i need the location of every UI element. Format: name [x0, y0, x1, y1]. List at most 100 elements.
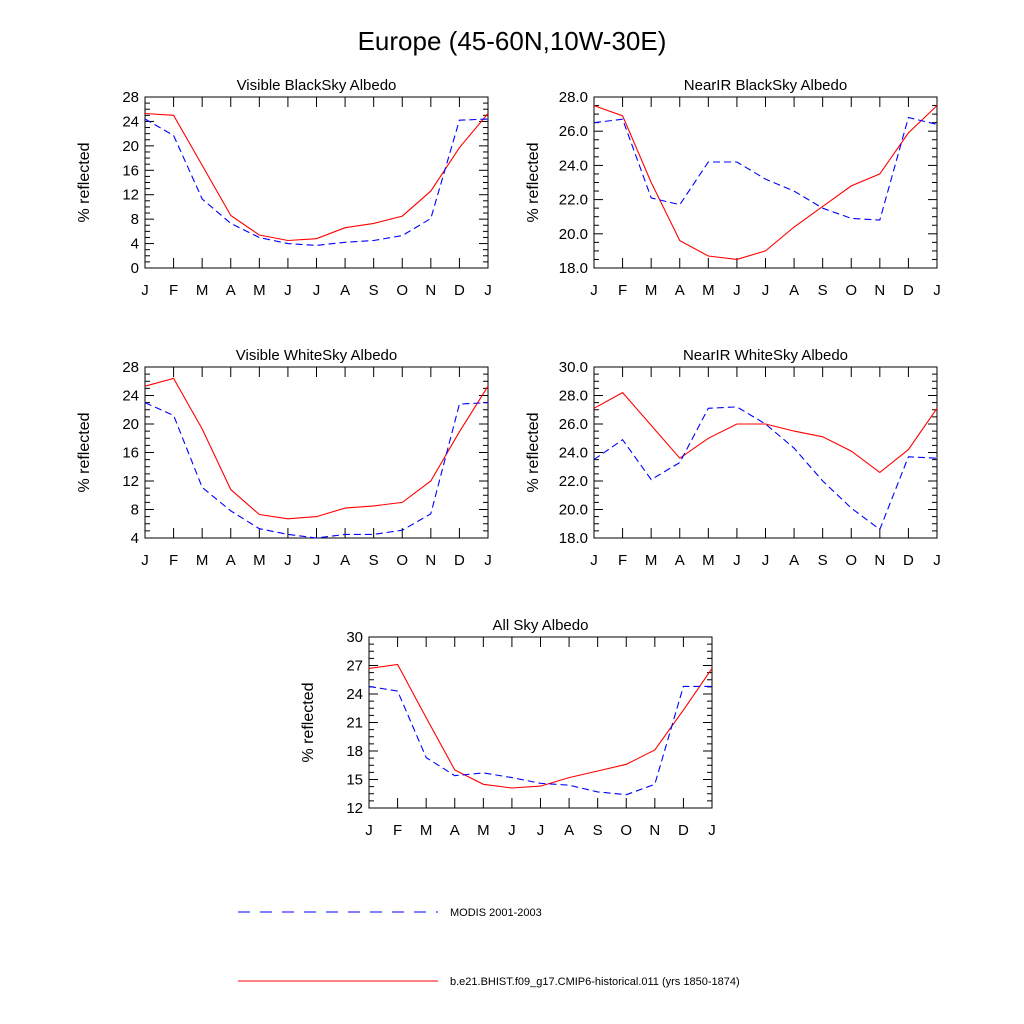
x-tick-label: S: [369, 282, 379, 299]
y-axis-label: % reflected: [76, 412, 93, 492]
y-tick-label: 15: [346, 772, 363, 789]
y-tick-label: 12: [346, 800, 363, 817]
x-tick-label: J: [313, 552, 321, 569]
x-tick-label: J: [762, 282, 770, 299]
y-axis-label: % reflected: [76, 142, 93, 222]
y-tick-label: 18.0: [559, 530, 588, 547]
x-tick-label: J: [733, 552, 741, 569]
plot-frame: [593, 366, 938, 539]
x-tick-label: F: [169, 282, 178, 299]
y-tick-label: 28: [122, 89, 139, 106]
panel-title: All Sky Albedo: [493, 617, 589, 634]
plot-frame: [368, 636, 713, 809]
x-tick-label: J: [537, 822, 545, 839]
x-tick-label: J: [508, 822, 516, 839]
y-tick-label: 18.0: [559, 260, 588, 277]
y-tick-label: 26.0: [559, 416, 588, 433]
y-tick-label: 21: [346, 715, 363, 732]
y-tick-label: 28: [122, 359, 139, 376]
figure-title: Europe (45-60N,10W-30E): [358, 26, 667, 56]
x-tick-label: S: [369, 552, 379, 569]
x-tick-label: J: [484, 552, 492, 569]
series-line-model: [144, 377, 489, 520]
x-tick-label: A: [226, 552, 236, 569]
x-tick-label: N: [425, 552, 436, 569]
x-tick-label: D: [903, 282, 914, 299]
x-tick-label: A: [789, 282, 799, 299]
x-tick-label: O: [396, 552, 408, 569]
x-tick-label: F: [618, 282, 627, 299]
x-tick-label: J: [284, 552, 292, 569]
x-tick-label: M: [253, 282, 266, 299]
y-tick-label: 24: [346, 686, 363, 703]
x-tick-label: S: [818, 552, 828, 569]
x-tick-label: J: [762, 552, 770, 569]
x-tick-label: J: [933, 282, 941, 299]
plot-frame: [144, 366, 489, 539]
y-tick-label: 28.0: [559, 89, 588, 106]
y-tick-label: 0: [131, 260, 139, 277]
panel-title: NearIR WhiteSky Albedo: [683, 347, 848, 364]
y-tick-label: 28.0: [559, 388, 588, 405]
x-tick-label: A: [340, 282, 350, 299]
series-line-modis: [368, 685, 712, 796]
series-line-model: [368, 663, 713, 789]
x-tick-label: J: [313, 282, 321, 299]
series-line-modis: [593, 406, 938, 531]
y-tick-label: 12: [122, 473, 139, 490]
x-tick-label: A: [675, 282, 685, 299]
x-tick-label: M: [645, 282, 658, 299]
y-tick-label: 4: [131, 236, 139, 253]
x-tick-label: A: [564, 822, 574, 839]
x-tick-label: O: [396, 282, 408, 299]
y-tick-label: 24.0: [559, 445, 588, 462]
y-tick-label: 24: [122, 113, 139, 130]
y-tick-label: 26.0: [559, 123, 588, 140]
series-line-model: [144, 112, 489, 242]
x-tick-label: N: [425, 282, 436, 299]
series-line-model: [593, 391, 938, 474]
y-tick-label: 30: [346, 629, 363, 646]
x-tick-label: J: [141, 282, 149, 299]
x-tick-label: M: [477, 822, 490, 839]
x-tick-label: J: [708, 822, 716, 839]
x-tick-label: A: [450, 822, 460, 839]
y-axis-label: % reflected: [300, 682, 317, 762]
y-tick-label: 20.0: [559, 226, 588, 243]
y-tick-label: 8: [131, 502, 139, 519]
panel-title: Visible WhiteSky Albedo: [236, 347, 397, 364]
y-tick-label: 24.0: [559, 157, 588, 174]
y-tick-label: 12: [122, 187, 139, 204]
x-tick-label: J: [590, 552, 598, 569]
x-tick-label: N: [874, 552, 885, 569]
legend-label-model: b.e21.BHIST.f09_g17.CMIP6-historical.011…: [450, 976, 740, 988]
x-tick-label: M: [702, 282, 715, 299]
y-tick-label: 20: [122, 416, 139, 433]
x-tick-label: J: [733, 282, 741, 299]
x-tick-label: M: [196, 552, 209, 569]
y-tick-label: 22.0: [559, 192, 588, 209]
y-axis-label: % reflected: [525, 412, 542, 492]
x-tick-label: M: [196, 282, 209, 299]
series-line-modis: [593, 116, 938, 221]
x-tick-label: J: [590, 282, 598, 299]
plot-frame: [593, 96, 938, 269]
x-tick-label: N: [874, 282, 885, 299]
y-tick-label: 22.0: [559, 473, 588, 490]
y-tick-label: 27: [346, 658, 363, 675]
x-tick-label: D: [454, 552, 465, 569]
x-tick-label: A: [789, 552, 799, 569]
x-tick-label: S: [818, 282, 828, 299]
series-line-model: [593, 105, 938, 260]
y-tick-label: 16: [122, 162, 139, 179]
x-tick-label: J: [484, 282, 492, 299]
series-line-modis: [144, 402, 489, 539]
y-tick-label: 20.0: [559, 502, 588, 519]
y-tick-label: 4: [131, 530, 139, 547]
